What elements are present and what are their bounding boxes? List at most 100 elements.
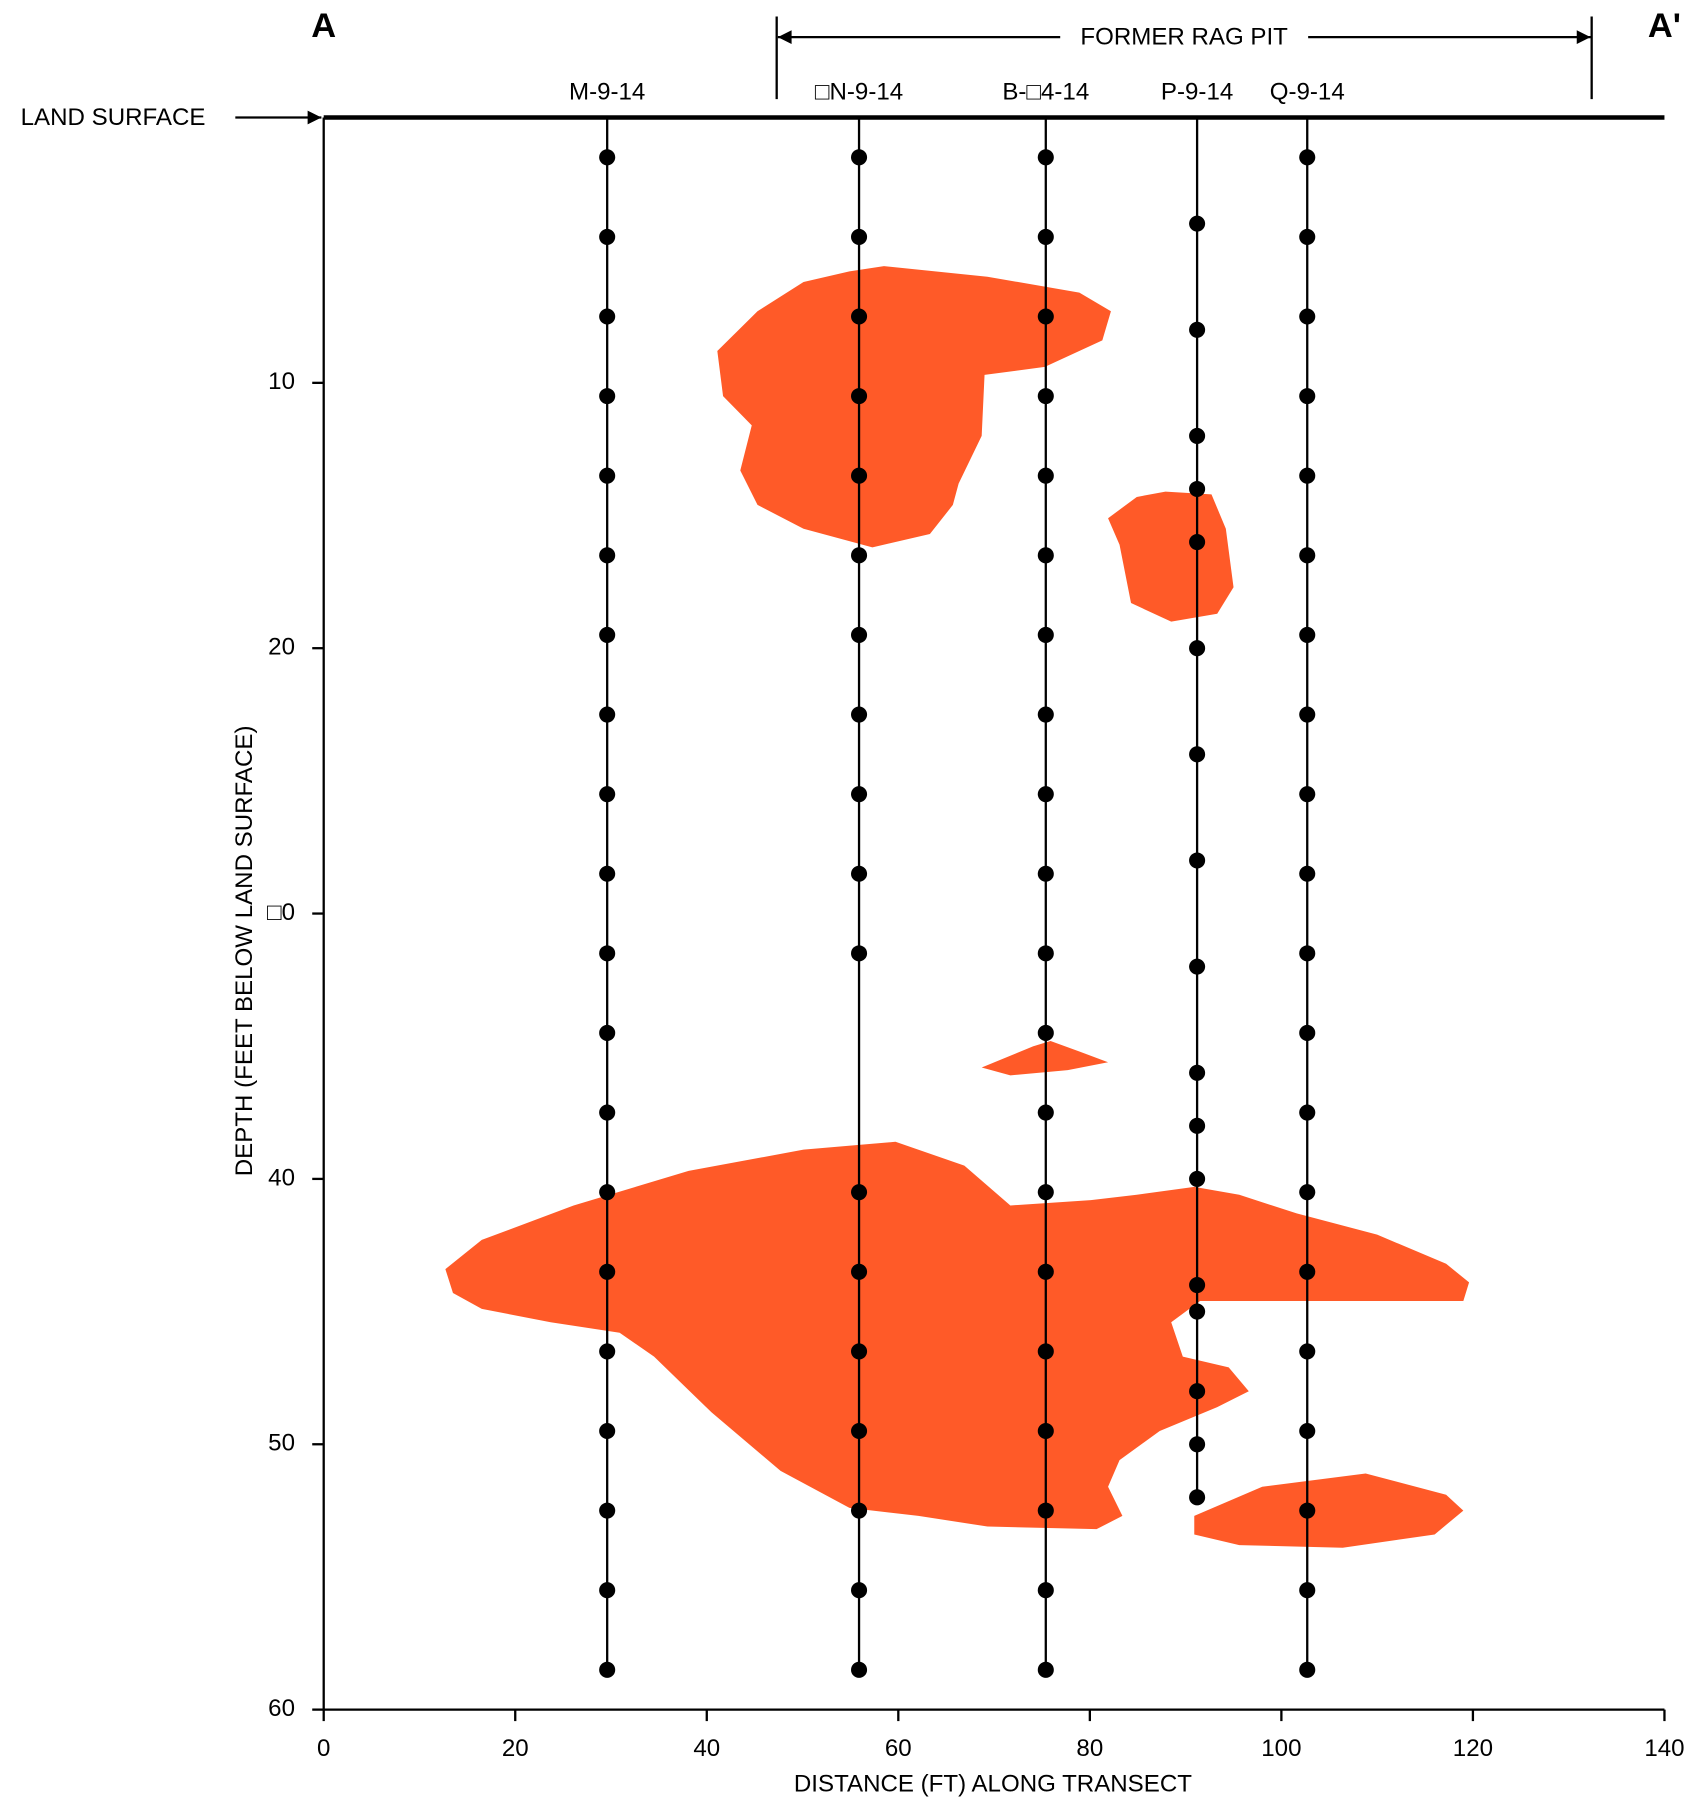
- sample-point: [1299, 626, 1316, 643]
- sample-point: [1299, 945, 1316, 962]
- sample-point: [851, 1661, 868, 1678]
- sample-point: [851, 1502, 868, 1519]
- sample-point: [851, 308, 868, 325]
- sample-point: [1299, 388, 1316, 405]
- sample-point: [599, 1661, 616, 1678]
- sample-point: [1189, 480, 1206, 498]
- sample-point: [1037, 388, 1054, 405]
- sample-point: [1037, 1104, 1054, 1121]
- y-tick-label: □0: [267, 899, 295, 926]
- sample-point: [1299, 1343, 1316, 1360]
- sample-point: [851, 388, 868, 405]
- sample-point: [851, 786, 868, 803]
- sample-point: [1037, 945, 1054, 962]
- sample-point: [1037, 547, 1054, 564]
- sample-point: [599, 1582, 616, 1599]
- boring-label: P-9-14: [1161, 79, 1233, 106]
- sample-point: [851, 228, 868, 245]
- y-axis-label: DEPTH (FEET BELOW LAND SURFACE): [231, 726, 258, 1177]
- boring-label: M-9-14: [569, 79, 645, 106]
- sample-point: [1037, 706, 1054, 723]
- sample-point: [1037, 865, 1054, 882]
- rag-pit-label: FORMER RAG PIT: [1080, 24, 1288, 51]
- section-end: A': [1648, 7, 1681, 45]
- sample-point: [1189, 746, 1206, 763]
- sample-point: [1037, 1422, 1054, 1440]
- boring-label: B-□4-14: [1002, 79, 1089, 106]
- sample-point: [851, 547, 868, 564]
- sample-point: [599, 786, 616, 803]
- sample-point: [1189, 1303, 1206, 1320]
- sample-point: [1299, 1661, 1316, 1678]
- sample-point: [599, 388, 616, 405]
- sample-point: [599, 1104, 616, 1121]
- sample-point: [1189, 1170, 1206, 1187]
- sample-point: [599, 547, 616, 564]
- sample-point: [1189, 1436, 1206, 1453]
- sample-point: [1037, 786, 1054, 803]
- sample-point: [1189, 852, 1206, 869]
- sample-point: [1189, 215, 1206, 232]
- x-tick-label: 100: [1261, 1735, 1301, 1762]
- boring-label: Q-9-14: [1270, 79, 1345, 106]
- plume: [717, 266, 1111, 548]
- sample-point: [1189, 321, 1206, 338]
- sample-point: [851, 1263, 868, 1280]
- plume: [1194, 1473, 1464, 1548]
- plumes: [445, 266, 1470, 1548]
- sample-point: [1189, 427, 1206, 444]
- sample-point: [851, 1343, 868, 1360]
- sample-point: [599, 1024, 616, 1041]
- sample-point: [599, 149, 616, 166]
- sample-point: [1037, 149, 1054, 166]
- sample-point: [851, 149, 868, 166]
- sample-point: [851, 1184, 868, 1201]
- sample-point: [599, 945, 616, 962]
- sample-point: [599, 1263, 616, 1280]
- x-tick-label: 0: [317, 1735, 330, 1762]
- x-tick-label: 140: [1644, 1735, 1684, 1762]
- surface-label: LAND SURFACE: [21, 104, 206, 131]
- sample-point: [851, 706, 868, 723]
- sample-point: [851, 1582, 868, 1599]
- sample-point: [1299, 1582, 1316, 1599]
- y-tick-label: 20: [268, 634, 295, 661]
- x-tick-label: 20: [502, 1735, 529, 1762]
- sample-point: [599, 228, 616, 245]
- sample-point: [1037, 1184, 1054, 1201]
- sample-point: [851, 1422, 868, 1440]
- x-tick-label: 120: [1453, 1735, 1493, 1762]
- sample-point: [1037, 1582, 1054, 1599]
- sample-point: [599, 1422, 616, 1440]
- sample-point: [1299, 1024, 1316, 1041]
- sample-point: [1189, 534, 1206, 551]
- sample-point: [1189, 1383, 1206, 1400]
- sample-point: [1299, 1104, 1316, 1121]
- sample-point: [1189, 958, 1206, 975]
- sample-point: [1299, 706, 1316, 723]
- sample-point: [599, 1184, 616, 1201]
- section-start: A: [311, 7, 336, 45]
- sample-point: [1189, 1489, 1206, 1506]
- boring-label: □N-9-14: [815, 79, 903, 106]
- sample-point: [599, 865, 616, 882]
- sample-point: [1299, 865, 1316, 882]
- x-tick-label: 60: [885, 1735, 912, 1762]
- y-tick-label: 60: [268, 1695, 295, 1722]
- y-tick-label: 50: [268, 1430, 295, 1457]
- sample-point: [1037, 228, 1054, 245]
- sample-point: [599, 308, 616, 325]
- sample-point: [1037, 1263, 1054, 1280]
- sample-point: [851, 865, 868, 882]
- sample-point: [1299, 786, 1316, 803]
- sample-point: [599, 1343, 616, 1360]
- sample-point: [599, 1502, 616, 1519]
- sample-point: [1037, 1502, 1054, 1519]
- sample-point: [1189, 1277, 1206, 1294]
- sample-point: [851, 467, 868, 484]
- sample-point: [1299, 1184, 1316, 1201]
- x-tick-label: 80: [1076, 1735, 1103, 1762]
- sample-point: [599, 626, 616, 643]
